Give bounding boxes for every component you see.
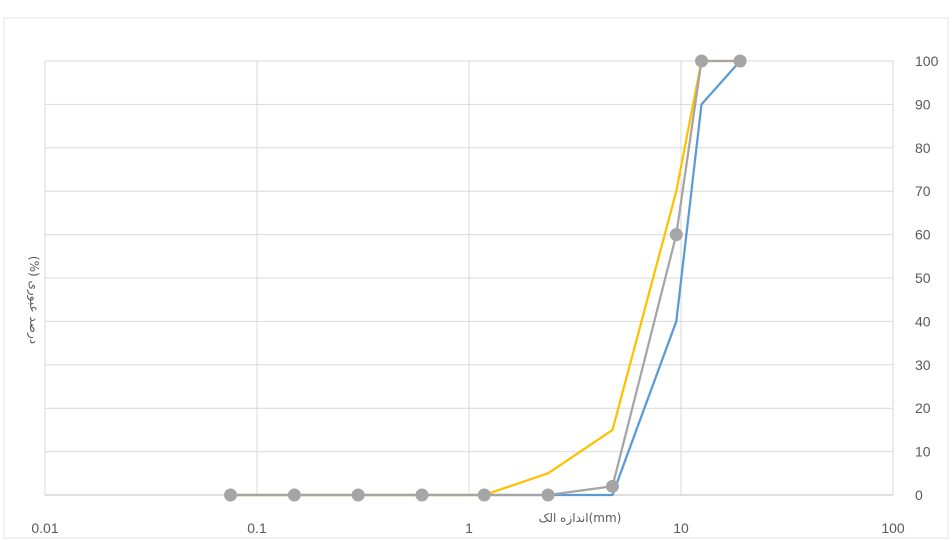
y-tick-label: 80 (915, 140, 931, 156)
x-tick-label: 10 (673, 520, 689, 536)
x-tick-label: 0.01 (31, 520, 58, 536)
x-tick-label: 0.1 (247, 520, 267, 536)
y-axis-title: درصد عبوری (%) (26, 256, 41, 344)
data-point-series-3 (477, 488, 491, 502)
x-tick-label: 1 (465, 520, 473, 536)
y-tick-label: 20 (915, 400, 931, 416)
series-markers (224, 54, 747, 502)
data-point-series-3 (224, 488, 238, 502)
y-tick-label: 40 (915, 313, 931, 329)
y-tick-label: 0 (915, 487, 923, 503)
y-tick-label: 70 (915, 183, 931, 199)
series-lines (230, 59, 741, 497)
x-axis-tick-labels: 0.01 0.1 1 10 100 (31, 520, 905, 536)
y-tick-label: 90 (915, 96, 931, 112)
y-tick-label: 10 (915, 444, 931, 460)
x-axis-title: (mm)اندازه الک (539, 511, 622, 526)
data-point-series-3 (415, 488, 429, 502)
x-tick-label: 100 (881, 520, 905, 536)
data-point-series-3 (541, 488, 555, 502)
y-tick-label: 50 (915, 270, 931, 286)
gridlines (44, 60, 894, 496)
chart-area-border (3, 17, 949, 539)
y-axis-tick-labels: 0 10 20 30 40 50 60 70 80 90 100 (915, 53, 939, 503)
data-point-series-3 (733, 54, 747, 68)
data-point-series-3 (695, 54, 709, 68)
data-point-series-3 (605, 479, 619, 493)
y-tick-label: 30 (915, 357, 931, 373)
y-tick-label: 60 (915, 227, 931, 243)
data-point-series-3 (669, 228, 683, 242)
series-line-3 (230, 59, 741, 497)
data-point-series-3 (287, 488, 301, 502)
data-point-series-3 (351, 488, 365, 502)
y-tick-label: 100 (915, 53, 939, 69)
